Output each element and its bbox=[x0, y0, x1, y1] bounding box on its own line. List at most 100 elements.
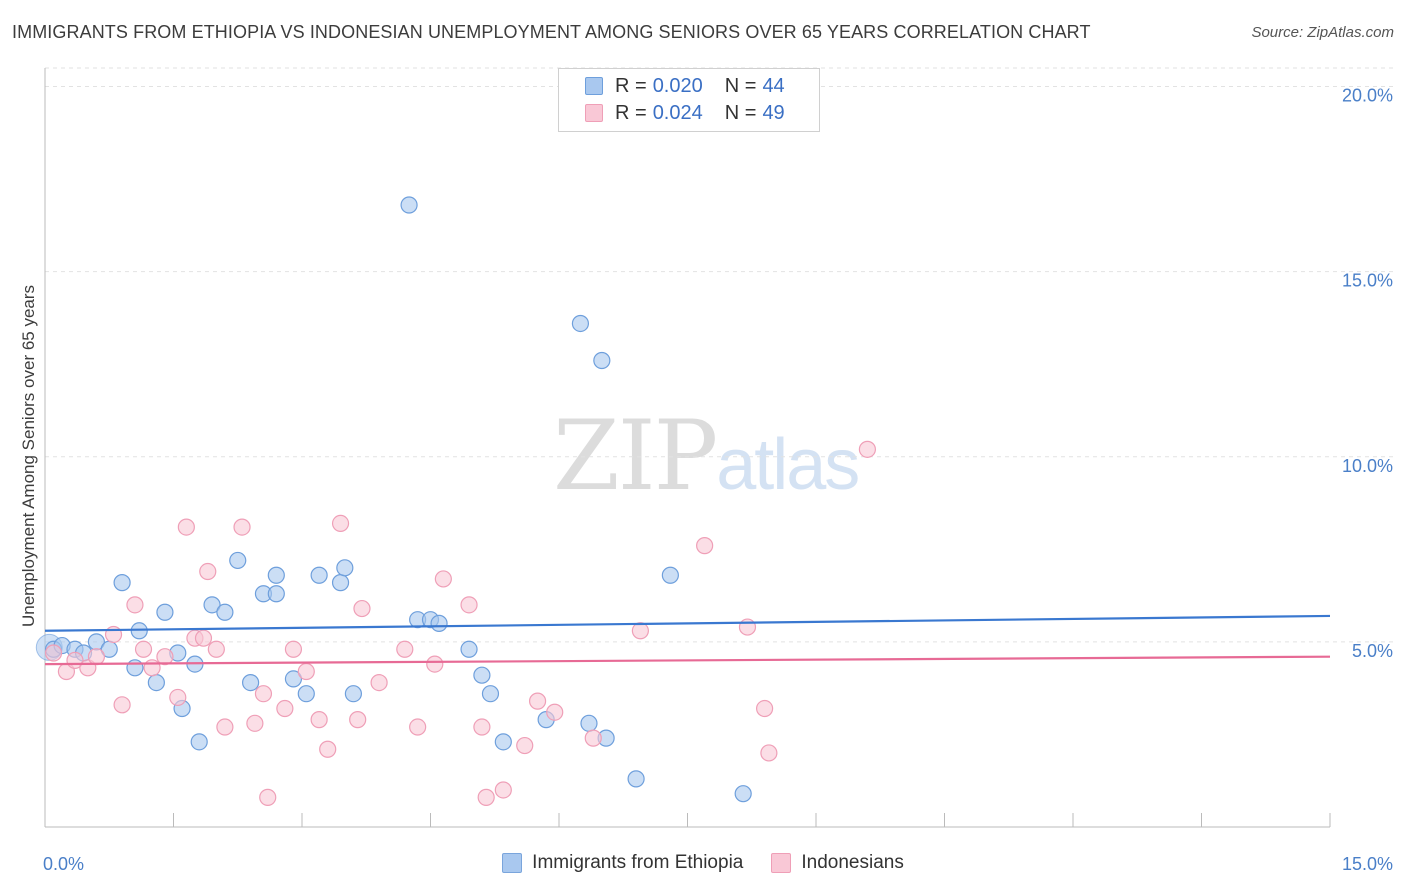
ethiopia-point bbox=[430, 614, 448, 632]
indonesians-point bbox=[254, 685, 273, 703]
indonesians-trend-line bbox=[44, 655, 1331, 666]
legend-swatch-indonesians bbox=[585, 104, 603, 122]
series-label-ethiopia: Immigrants from Ethiopia bbox=[532, 852, 744, 873]
ethiopia-point bbox=[481, 685, 500, 703]
indonesians-point bbox=[349, 711, 367, 729]
indonesians-point bbox=[276, 699, 294, 718]
ethiopia-point bbox=[336, 559, 354, 577]
indonesians-point bbox=[353, 599, 371, 618]
ethiopia-point bbox=[473, 666, 491, 684]
ethiopia-point bbox=[734, 785, 752, 803]
indonesians-point bbox=[169, 688, 187, 707]
ethiopia-point bbox=[310, 566, 328, 584]
indonesians-point bbox=[216, 718, 234, 736]
indonesians-point bbox=[194, 629, 213, 647]
y-tick-label: 10.0% bbox=[1342, 456, 1393, 476]
ethiopia-point bbox=[267, 585, 285, 603]
source-label: Source: ZipAtlas.com bbox=[1251, 24, 1394, 41]
indonesians-point bbox=[434, 570, 452, 588]
indonesians-point bbox=[396, 640, 414, 658]
indonesians-point bbox=[44, 644, 63, 662]
indonesians-point bbox=[738, 618, 757, 636]
indonesians-point bbox=[494, 781, 512, 799]
ethiopia-point bbox=[229, 551, 247, 570]
indonesians-point bbox=[370, 674, 388, 692]
ethiopia-point bbox=[460, 640, 478, 658]
ethiopia-point bbox=[113, 574, 131, 592]
indonesians-point bbox=[143, 659, 161, 677]
watermark-zip: ZIP bbox=[553, 400, 718, 512]
ethiopia-point bbox=[203, 596, 221, 614]
legend-n-value-ethiopia: 44 bbox=[762, 74, 785, 97]
indonesians-point bbox=[233, 518, 251, 536]
ethiopia-point bbox=[126, 659, 144, 677]
ethiopia-point bbox=[331, 574, 350, 592]
ethiopia-point bbox=[593, 351, 611, 370]
y-tick-label: 5.0% bbox=[1352, 641, 1393, 661]
legend-r-value-ethiopia: 0.020 bbox=[652, 74, 703, 97]
indonesians-point bbox=[858, 440, 877, 458]
legend-r-label: R = bbox=[615, 74, 647, 97]
y-axis-label: Unemployment Among Seniors over 65 years bbox=[19, 285, 38, 627]
indonesians-point bbox=[199, 562, 217, 581]
indonesians-point bbox=[297, 662, 315, 681]
indonesians-point bbox=[516, 736, 534, 755]
legend-n-value-indonesians: 49 bbox=[762, 101, 785, 124]
indonesians-point bbox=[528, 692, 547, 710]
ethiopia-point bbox=[242, 674, 260, 692]
series-legend-indonesians[interactable]: Indonesians bbox=[771, 852, 904, 874]
indonesians-point bbox=[631, 622, 649, 640]
indonesians-point bbox=[284, 640, 303, 658]
indonesians-point bbox=[156, 648, 174, 666]
ethiopia-point bbox=[494, 733, 512, 751]
ethiopia-point bbox=[661, 566, 679, 584]
ethiopia-point bbox=[267, 566, 285, 584]
indonesians-point bbox=[319, 740, 337, 758]
ethiopia-point bbox=[571, 314, 590, 333]
indonesians-point bbox=[126, 596, 144, 614]
ethiopia-point bbox=[344, 685, 362, 703]
legend-r-value-indonesians: 0.024 bbox=[652, 101, 703, 124]
ethiopia-point bbox=[216, 603, 234, 621]
series-legend-ethiopia[interactable]: Immigrants from Ethiopia bbox=[502, 852, 743, 874]
series-swatch-ethiopia bbox=[502, 853, 523, 873]
legend-n-label: N = bbox=[724, 101, 757, 124]
ethiopia-point bbox=[297, 685, 315, 703]
y-tick-label: 15.0% bbox=[1342, 271, 1393, 291]
indonesians-point bbox=[246, 714, 264, 732]
ethiopia-point bbox=[156, 603, 174, 621]
legend-r-label: R = bbox=[615, 101, 647, 124]
indonesians-point bbox=[134, 640, 153, 658]
indonesians-point bbox=[426, 655, 444, 673]
indonesians-point bbox=[473, 718, 491, 736]
indonesians-point bbox=[310, 711, 328, 729]
ethiopia-trend-line bbox=[44, 614, 1331, 632]
indonesians-point bbox=[477, 788, 495, 806]
series-swatch-indonesians bbox=[771, 853, 792, 873]
series-label-indonesians: Indonesians bbox=[801, 852, 904, 873]
legend-swatch-ethiopia bbox=[585, 77, 603, 95]
ethiopia-point bbox=[627, 770, 645, 788]
legend-row-ethiopia: R = 0.020 N = 44 bbox=[585, 73, 785, 99]
indonesians-point bbox=[331, 514, 350, 533]
indonesians-point bbox=[760, 744, 778, 762]
legend-n-label: N = bbox=[724, 74, 757, 97]
indonesians-point bbox=[207, 640, 225, 658]
indonesians-point bbox=[584, 729, 602, 747]
legend-row-indonesians: R = 0.024 N = 49 bbox=[585, 100, 785, 126]
correlation-legend: R = 0.020 N = 44 R = 0.024 N = 49 bbox=[558, 68, 820, 132]
x-tick-label: 15.0% bbox=[1342, 854, 1393, 874]
series-legend: Immigrants from Ethiopia Indonesians bbox=[0, 852, 1406, 874]
indonesians-point bbox=[755, 699, 774, 718]
ethiopia-point bbox=[580, 714, 598, 732]
ethiopia-point bbox=[147, 674, 165, 692]
indonesians-point bbox=[259, 788, 277, 806]
indonesians-point bbox=[546, 703, 564, 721]
ethiopia-point bbox=[400, 196, 418, 214]
x-tick-label: 0.0% bbox=[43, 854, 84, 874]
watermark-atlas: atlas bbox=[716, 425, 860, 505]
indonesians-point bbox=[409, 718, 427, 736]
ethiopia-point bbox=[284, 670, 303, 688]
indonesians-point bbox=[87, 648, 106, 666]
